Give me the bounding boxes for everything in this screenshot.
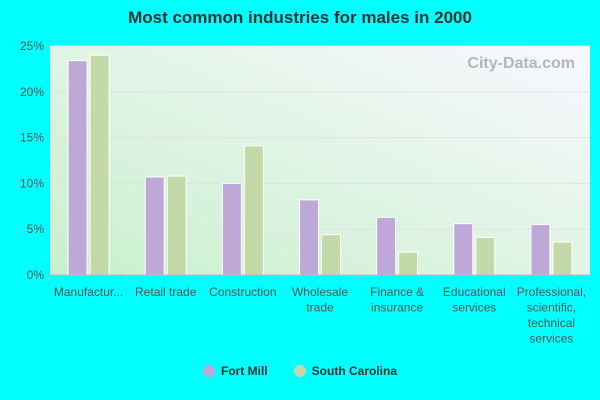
plot-area xyxy=(50,46,590,275)
bar-fort-mill xyxy=(221,182,242,276)
bar-fort-mill xyxy=(67,60,88,276)
bar-south-carolina xyxy=(89,54,110,276)
x-tick-label: technical xyxy=(528,316,575,330)
bar-fort-mill xyxy=(144,176,165,276)
x-tick-label: Wholesale xyxy=(292,285,348,299)
x-tick-label: Retail trade xyxy=(135,285,197,299)
x-tick-label: trade xyxy=(306,301,334,315)
x-tick-label: services xyxy=(452,301,496,315)
x-tick-label: Professional, xyxy=(517,285,586,299)
x-tick-label: Manufactur... xyxy=(54,285,123,299)
legend-label: South Carolina xyxy=(311,364,397,378)
bar-south-carolina xyxy=(398,251,419,276)
y-tick-label: 5% xyxy=(27,222,45,236)
legend-swatch xyxy=(202,365,215,377)
bar-south-carolina xyxy=(321,234,341,276)
bar-fort-mill xyxy=(453,223,474,276)
x-tick-label: services xyxy=(529,332,573,346)
x-tick-label: Educational xyxy=(443,285,506,299)
legend-label: Fort Mill xyxy=(220,364,268,378)
chart-title: Most common industries for males in 2000 xyxy=(128,8,472,27)
y-tick-label: 15% xyxy=(20,131,44,145)
bar-south-carolina xyxy=(243,145,264,276)
legend: Fort Mill South Carolina xyxy=(0,364,600,378)
bar-fort-mill xyxy=(376,216,397,276)
watermark: City-Data.com xyxy=(467,55,575,72)
bar-south-carolina xyxy=(166,175,187,276)
bar-south-carolina xyxy=(475,236,496,276)
y-tick-label: 0% xyxy=(27,268,45,282)
x-tick-label: Finance & xyxy=(370,285,424,299)
legend-item: Fort Mill xyxy=(202,364,268,378)
legend-swatch xyxy=(293,365,306,377)
x-tick-label: insurance xyxy=(371,301,423,315)
x-tick-label: Construction xyxy=(209,285,276,299)
bar-south-carolina xyxy=(552,241,573,276)
legend-item: South Carolina xyxy=(293,364,397,378)
bar-fort-mill xyxy=(530,224,551,276)
y-tick-label: 25% xyxy=(20,39,44,53)
x-tick-label: scientific, xyxy=(527,301,576,315)
bar-chart: 0% 5% 10% 15% 20% 25% City-Data.com Manufactur.… xyxy=(20,39,590,346)
y-tick-label: 10% xyxy=(20,176,44,190)
y-tick-label: 20% xyxy=(20,85,44,99)
bar-fort-mill xyxy=(299,199,319,276)
